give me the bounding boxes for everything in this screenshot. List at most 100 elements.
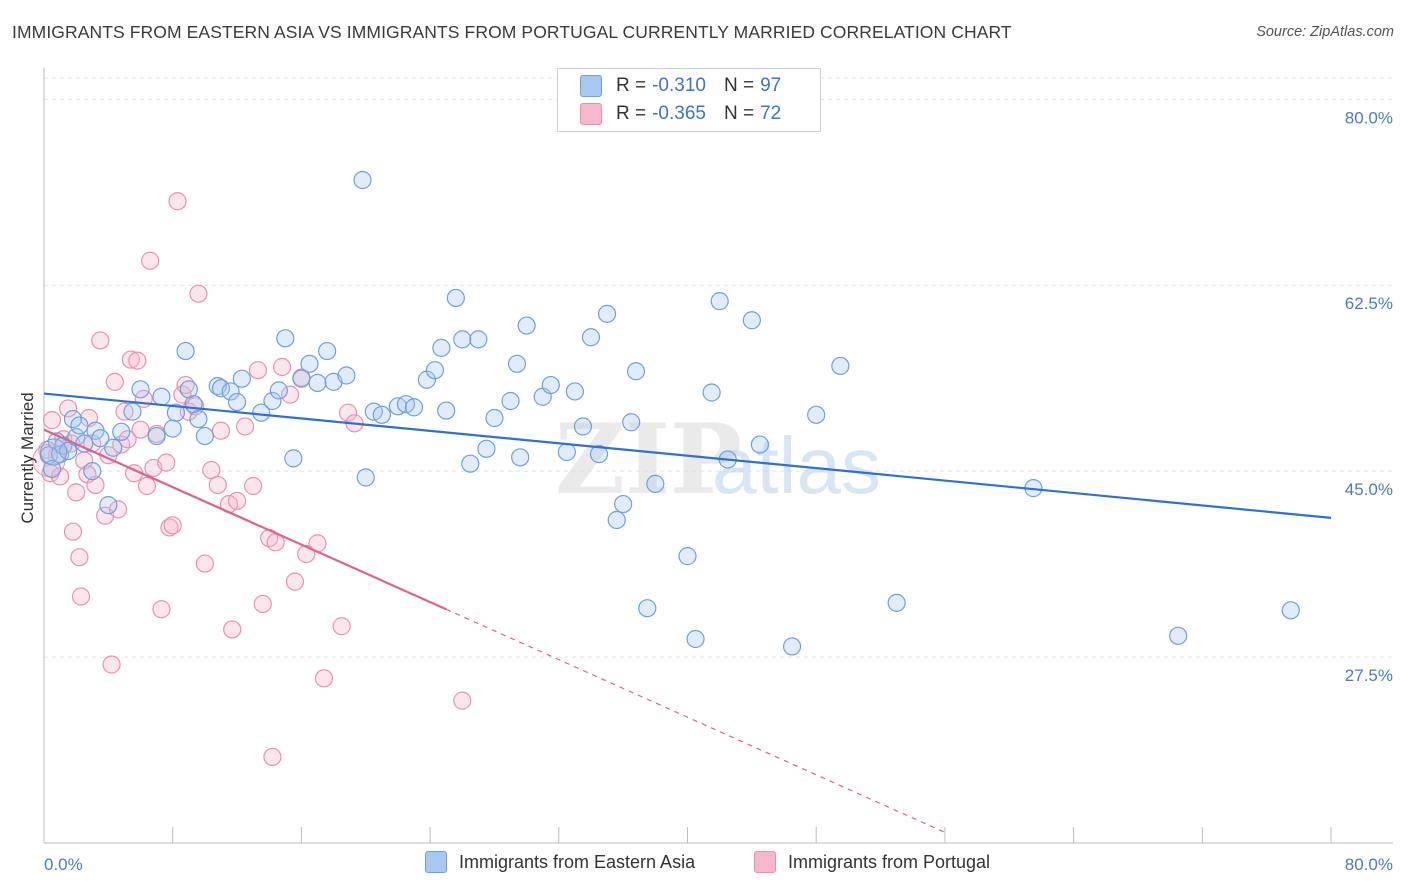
data-point-eastern-asia — [702, 383, 721, 402]
y-tick-label: 45.0% — [1345, 480, 1393, 499]
x-tick-label: 0.0% — [44, 855, 83, 874]
data-point-eastern-asia — [123, 402, 142, 421]
legend-n-label: N = — [723, 103, 755, 124]
data-point-eastern-asia — [112, 422, 131, 441]
data-point-portugal — [105, 372, 124, 391]
data-point-eastern-asia — [353, 170, 372, 190]
data-point-eastern-asia — [597, 304, 617, 323]
data-point-portugal — [86, 475, 105, 495]
data-point-portugal — [453, 691, 472, 710]
data-point-eastern-asia — [372, 405, 391, 424]
data-point-eastern-asia — [40, 438, 68, 466]
data-point-eastern-asia — [232, 369, 251, 388]
data-point-eastern-asia — [176, 341, 195, 361]
legend-n-value: 72 — [760, 103, 782, 124]
data-point-portugal — [195, 554, 214, 573]
data-point-eastern-asia — [461, 454, 480, 473]
data-point-portugal — [121, 350, 140, 369]
bottom-legend-swatch-pink — [754, 851, 776, 873]
data-point-portugal — [91, 331, 110, 350]
bottom-legend-label: Immigrants from Eastern Asia — [459, 851, 696, 872]
data-point-eastern-asia — [607, 510, 626, 530]
data-point-eastern-asia — [152, 387, 171, 406]
bottom-legend-eastern-asia: Immigrants from Eastern Asia — [425, 851, 695, 873]
data-point-portugal — [332, 617, 351, 636]
data-point-eastern-asia — [541, 375, 560, 395]
data-point-eastern-asia — [565, 382, 584, 401]
data-point-portugal — [314, 669, 334, 688]
data-point-eastern-asia — [622, 413, 641, 432]
legend-r-label: R = — [616, 103, 647, 124]
source-label: Source: ZipAtlas.com — [1256, 24, 1394, 40]
data-point-eastern-asia — [678, 547, 697, 566]
data-point-portugal — [223, 620, 242, 639]
series-portugal-points — [32, 192, 472, 767]
data-point-portugal — [189, 284, 208, 303]
legend-swatch-pink — [580, 103, 602, 125]
data-point-portugal — [248, 361, 268, 380]
x-tick-label: 80.0% — [1345, 855, 1393, 874]
trend-line-eastern-asia — [43, 392, 1332, 519]
data-point-portugal — [67, 483, 86, 502]
data-point-eastern-asia — [276, 329, 295, 348]
data-point-portugal — [272, 357, 292, 377]
data-point-portugal — [244, 476, 263, 496]
data-point-eastern-asia — [404, 398, 424, 417]
data-point-portugal — [118, 430, 137, 449]
data-point-eastern-asia — [614, 494, 633, 514]
data-point-portugal — [157, 453, 176, 472]
data-point-eastern-asia — [269, 381, 288, 400]
data-point-portugal — [42, 411, 62, 430]
data-point-eastern-asia — [517, 316, 536, 335]
data-point-portugal — [208, 475, 227, 495]
trend-line-portugal — [43, 428, 447, 611]
legend: R = -0.310 N = 97 R = -0.365 N = 72 — [557, 68, 821, 132]
data-point-eastern-asia — [782, 637, 802, 656]
legend-r-value: -0.365 — [652, 103, 706, 124]
data-point-eastern-asia — [195, 426, 214, 446]
data-point-portugal — [108, 500, 128, 519]
y-tick-label: 27.5% — [1345, 666, 1393, 685]
data-point-eastern-asia — [432, 338, 451, 357]
data-point-portugal — [211, 421, 231, 440]
legend-r-value: -0.310 — [652, 75, 706, 96]
data-point-eastern-asia — [356, 468, 375, 487]
grid-lines — [44, 77, 1393, 658]
data-point-eastern-asia — [742, 311, 761, 330]
data-point-eastern-asia — [300, 354, 319, 373]
data-point-portugal — [71, 587, 91, 606]
data-point-eastern-asia — [99, 496, 118, 515]
trend-line-portugal-extension — [445, 608, 946, 833]
data-point-portugal — [160, 518, 179, 537]
trend-lines — [43, 392, 1332, 833]
data-point-eastern-asia — [59, 441, 78, 461]
data-point-eastern-asia — [163, 419, 182, 438]
data-point-portugal — [338, 403, 358, 422]
data-point-portugal — [70, 548, 89, 567]
data-point-eastern-asia — [581, 328, 601, 347]
data-point-eastern-asia — [446, 288, 465, 308]
bottom-legend: Immigrants from Eastern Asia Immigrants … — [0, 851, 1406, 879]
data-point-eastern-asia — [292, 369, 311, 388]
data-point-portugal — [168, 192, 187, 211]
data-point-eastern-asia — [807, 405, 826, 424]
data-point-eastern-asia — [557, 442, 576, 462]
data-point-portugal — [281, 385, 300, 404]
data-point-eastern-asia — [501, 391, 520, 411]
bottom-legend-portugal: Immigrants from Portugal — [754, 851, 990, 873]
legend-n-value: 97 — [760, 75, 782, 96]
data-point-eastern-asia — [750, 435, 769, 454]
data-point-eastern-asia — [710, 292, 729, 311]
data-point-eastern-asia — [485, 408, 504, 428]
data-point-eastern-asia — [221, 382, 240, 401]
data-point-eastern-asia — [453, 330, 472, 349]
y-tick-label: 62.5% — [1345, 294, 1393, 313]
data-point-eastern-asia — [469, 330, 488, 349]
data-point-eastern-asia — [626, 362, 646, 381]
data-point-portugal — [102, 655, 121, 674]
data-point-eastern-asia — [638, 599, 657, 618]
data-point-portugal — [141, 251, 160, 270]
data-point-eastern-asia — [166, 403, 186, 422]
data-point-eastern-asia — [147, 426, 166, 446]
legend-row-portugal: R = -0.365 N = 72 — [580, 101, 781, 127]
